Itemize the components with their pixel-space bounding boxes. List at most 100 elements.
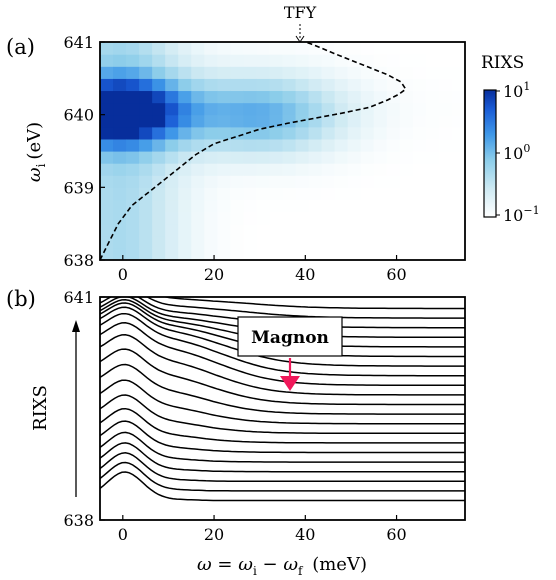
- heatmap-cell: [100, 151, 114, 164]
- heatmap-cell: [204, 235, 218, 249]
- heatmap-cell: [451, 126, 466, 140]
- heatmap-cell: [100, 235, 114, 249]
- heatmap-cell: [282, 114, 297, 128]
- heatmap-cell: [282, 247, 297, 261]
- heatmap-cell: [139, 102, 153, 116]
- heatmap-cell: [399, 66, 414, 79]
- heatmap-cell: [360, 187, 375, 201]
- rixs-spectrum-line: [100, 379, 465, 425]
- heatmap-cell: [373, 90, 388, 104]
- heatmap-cell: [126, 235, 140, 249]
- heatmap-cell: [165, 199, 179, 213]
- heatmap-cell: [282, 138, 297, 152]
- rixs-spectrum-line: [100, 322, 465, 387]
- heatmap-cell: [165, 187, 179, 201]
- heatmap-cell: [334, 199, 349, 213]
- heatmap-cell: [139, 66, 153, 79]
- panel-b-y-ticks: 638 641: [63, 288, 105, 530]
- heatmap-cell: [152, 223, 166, 237]
- heatmap-cell: [308, 54, 323, 67]
- heatmap-cell: [360, 247, 375, 261]
- heatmap-cell: [412, 223, 427, 237]
- heatmap-cell: [243, 187, 258, 201]
- heatmap-cell: [425, 54, 440, 67]
- cb-top-base: 10: [503, 82, 523, 101]
- heatmap-cell: [269, 247, 284, 261]
- cb-mid-base: 10: [503, 144, 523, 163]
- heatmap-cell: [386, 102, 401, 116]
- heatmap-cell: [321, 114, 336, 128]
- heatmap-cell: [438, 42, 453, 55]
- heatmap-cell: [243, 223, 258, 237]
- y-tick-label: 641: [63, 288, 94, 307]
- heatmap-cell: [425, 126, 440, 140]
- heatmap-cell: [295, 90, 310, 104]
- heatmap-cell: [412, 199, 427, 213]
- heatmap-cell: [425, 102, 440, 116]
- heatmap-cell: [308, 126, 323, 140]
- heatmap-cell: [360, 78, 375, 92]
- heatmap-cell: [438, 102, 453, 116]
- heatmap-cell: [386, 187, 401, 201]
- heatmap-cell: [165, 235, 179, 249]
- heatmap-cell: [321, 247, 336, 261]
- heatmap-cell: [243, 235, 258, 249]
- x-tick-label: 0: [118, 525, 128, 544]
- heatmap-cell: [295, 199, 310, 213]
- heatmap-cell: [178, 163, 192, 176]
- heatmap-cell: [204, 54, 218, 67]
- heatmap-cell: [347, 54, 362, 67]
- heatmap-cell: [100, 223, 114, 237]
- heatmap-cell: [139, 151, 153, 164]
- heatmap-cell: [152, 247, 166, 261]
- heatmap-cell: [230, 199, 244, 213]
- cb-bot-base: 10: [503, 206, 523, 225]
- heatmap-cell: [178, 114, 192, 128]
- heatmap-cell: [178, 138, 192, 152]
- heatmap-cell: [126, 78, 140, 92]
- heatmap-cell: [295, 42, 310, 55]
- heatmap-cell: [347, 235, 362, 249]
- heatmap-cell: [204, 151, 218, 164]
- heatmap-cell: [217, 78, 231, 92]
- heatmap-cell: [178, 42, 192, 55]
- heatmap-cell: [152, 187, 166, 201]
- heatmap-cell: [399, 90, 414, 104]
- heatmap-cell: [321, 211, 336, 225]
- heatmap-cell: [282, 199, 297, 213]
- panel-a-x-ticks: 0 20 40 60: [118, 255, 407, 284]
- heatmap-cell: [165, 175, 179, 188]
- heatmap-cell: [165, 223, 179, 237]
- heatmap-cell: [217, 102, 231, 116]
- heatmap-cell: [152, 102, 166, 116]
- heatmap-cell: [191, 78, 205, 92]
- heatmap-cell: [386, 78, 401, 92]
- heatmap-cell: [243, 151, 258, 164]
- heatmap-cell: [126, 102, 140, 116]
- heatmap-cell: [347, 163, 362, 176]
- heatmap-cell: [113, 199, 127, 213]
- heatmap-cell: [113, 138, 127, 152]
- heatmap-cell: [152, 78, 166, 92]
- heatmap-cell: [451, 114, 466, 128]
- heatmap-cell: [399, 151, 414, 164]
- heatmap-cell: [126, 42, 140, 55]
- heatmap-frame: [99, 41, 466, 261]
- heatmap-cell: [360, 223, 375, 237]
- heatmap-cell: [191, 235, 205, 249]
- heatmap-cell: [425, 163, 440, 176]
- heatmap-cell: [334, 42, 349, 55]
- heatmap-cell: [152, 90, 166, 104]
- heatmap-cell: [451, 138, 466, 152]
- rixs-spectrum-line: [100, 420, 465, 454]
- heatmap-cell: [360, 54, 375, 67]
- heatmap-cell: [256, 66, 271, 79]
- heatmap-cell: [347, 138, 362, 152]
- heatmap-cell: [256, 247, 271, 261]
- heatmap-cell: [100, 54, 114, 67]
- heatmap-cell: [178, 90, 192, 104]
- heatmap-cell: [386, 151, 401, 164]
- heatmap-cell: [451, 199, 466, 213]
- rixs-spectrum-line: [100, 471, 465, 502]
- heatmap-cell: [100, 175, 114, 188]
